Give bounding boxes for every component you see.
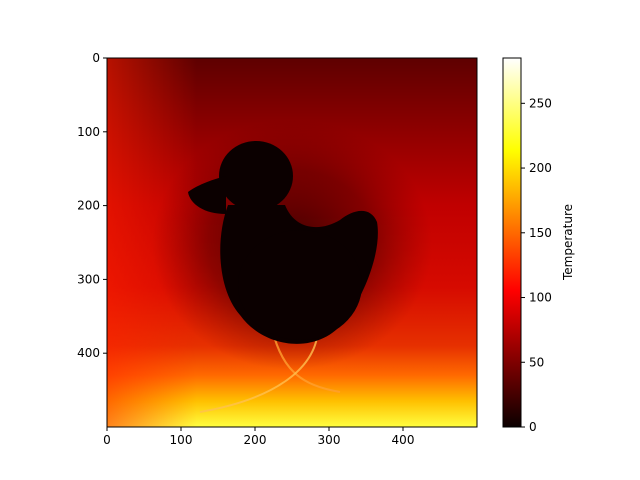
y-tick-label: 200 (77, 199, 100, 213)
y-tick-label: 0 (92, 51, 100, 65)
colorbar-label: Temperature (561, 204, 575, 281)
colorbar-tick-label: 50 (529, 355, 544, 369)
x-tick-label: 100 (170, 433, 193, 447)
x-tick-label: 300 (318, 433, 341, 447)
y-tick-label: 300 (77, 272, 100, 286)
colorbar-tick-label: 150 (529, 226, 552, 240)
colorbar-tick-label: 250 (529, 96, 552, 110)
x-tick-label: 0 (103, 433, 111, 447)
heatmap-image (107, 58, 477, 427)
x-axis: 0 100 200 300 400 (103, 427, 414, 447)
plot-frame (106, 57, 478, 428)
colorbar-axis: 0 50 100 150 200 250 (521, 96, 552, 434)
y-tick-label: 100 (77, 125, 100, 139)
colorbar-tick-label: 200 (529, 161, 552, 175)
colorbar-tick-label: 100 (529, 291, 552, 305)
x-tick-label: 400 (392, 433, 415, 447)
y-tick-label: 400 (77, 346, 100, 360)
x-tick-label: 200 (244, 433, 267, 447)
y-axis: 0 100 200 300 400 (77, 51, 107, 360)
colorbar (502, 57, 522, 428)
duck-silhouette (188, 141, 378, 344)
colorbar-tick-label: 0 (529, 420, 537, 434)
